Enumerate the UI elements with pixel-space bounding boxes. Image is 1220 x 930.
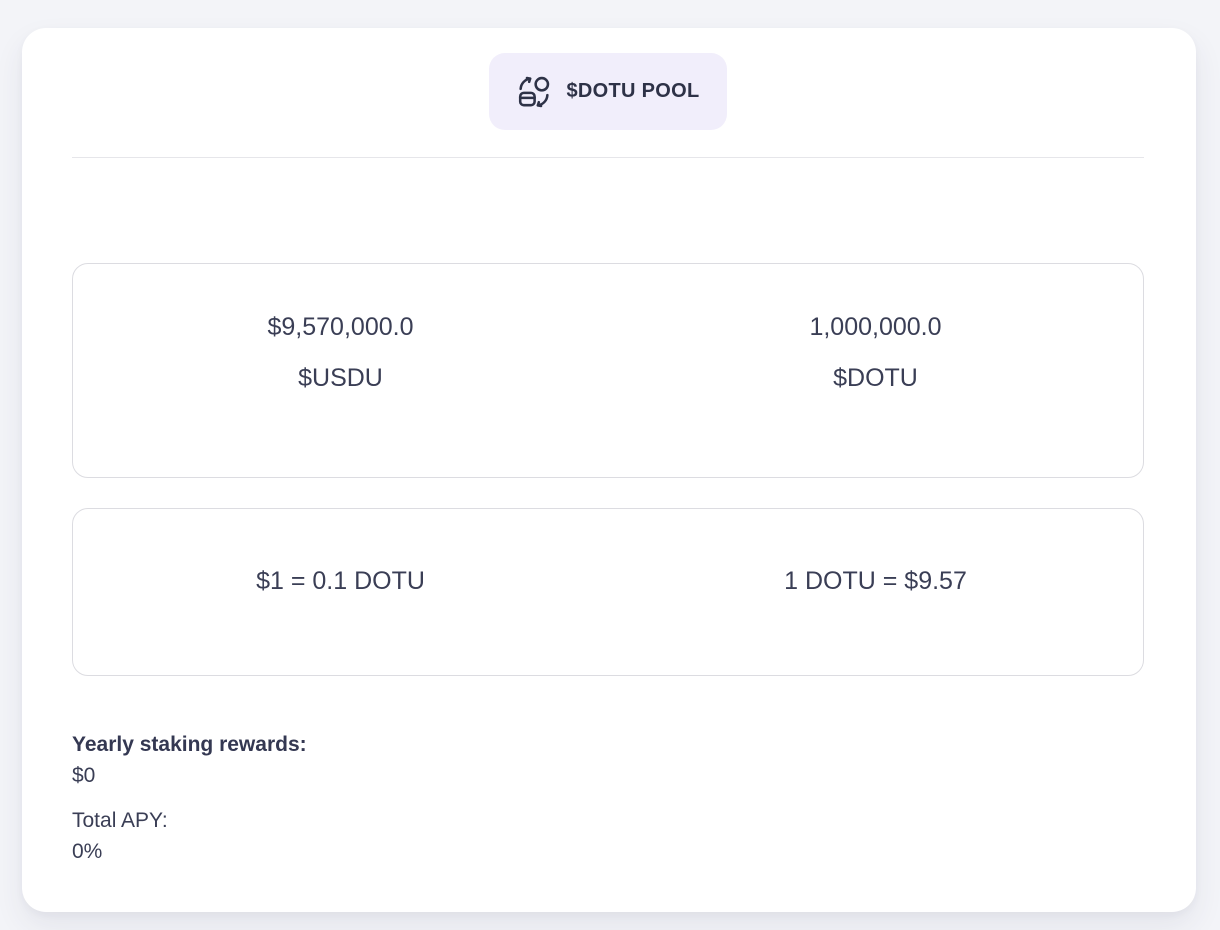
dotu-to-usd-column: 1 DOTU = $9.57 xyxy=(608,509,1143,675)
total-apy-value: 0% xyxy=(72,840,103,863)
dotu-amount: 1,000,000.0 xyxy=(809,313,942,341)
yearly-rewards-label: Yearly staking rewards: xyxy=(72,733,307,756)
total-apy-section: Total APY: 0% xyxy=(72,805,1144,867)
total-apy-label: Total APY: xyxy=(72,809,168,832)
usdu-column: $9,570,000.0 $USDU xyxy=(73,264,608,477)
yearly-rewards-value: $0 xyxy=(72,764,96,787)
usdu-amount: $9,570,000.0 xyxy=(267,313,414,341)
currency-exchange-icon xyxy=(519,76,550,107)
pool-balances-panel: $9,570,000.0 $USDU 1,000,000.0 $DOTU xyxy=(72,263,1144,478)
dotu-token-label: $DOTU xyxy=(833,364,918,392)
pool-tab-badge[interactable]: $DOTU POOL xyxy=(489,53,727,130)
usdu-token-label: $USDU xyxy=(298,364,383,392)
yearly-rewards-section: Yearly staking rewards: $0 xyxy=(72,729,1144,791)
usd-to-dotu-rate: $1 = 0.1 DOTU xyxy=(256,567,425,595)
header-divider xyxy=(72,157,1144,158)
dotu-to-usd-rate: 1 DOTU = $9.57 xyxy=(784,567,967,595)
exchange-rates-panel: $1 = 0.1 DOTU 1 DOTU = $9.57 xyxy=(72,508,1144,676)
pool-header: $DOTU POOL xyxy=(72,53,1144,130)
dotu-column: 1,000,000.0 $DOTU xyxy=(608,264,1143,477)
usd-to-dotu-column: $1 = 0.1 DOTU xyxy=(73,509,608,675)
pool-card: $DOTU POOL $9,570,000.0 $USDU 1,000,000.… xyxy=(22,28,1196,912)
pool-title: $DOTU POOL xyxy=(566,80,700,102)
